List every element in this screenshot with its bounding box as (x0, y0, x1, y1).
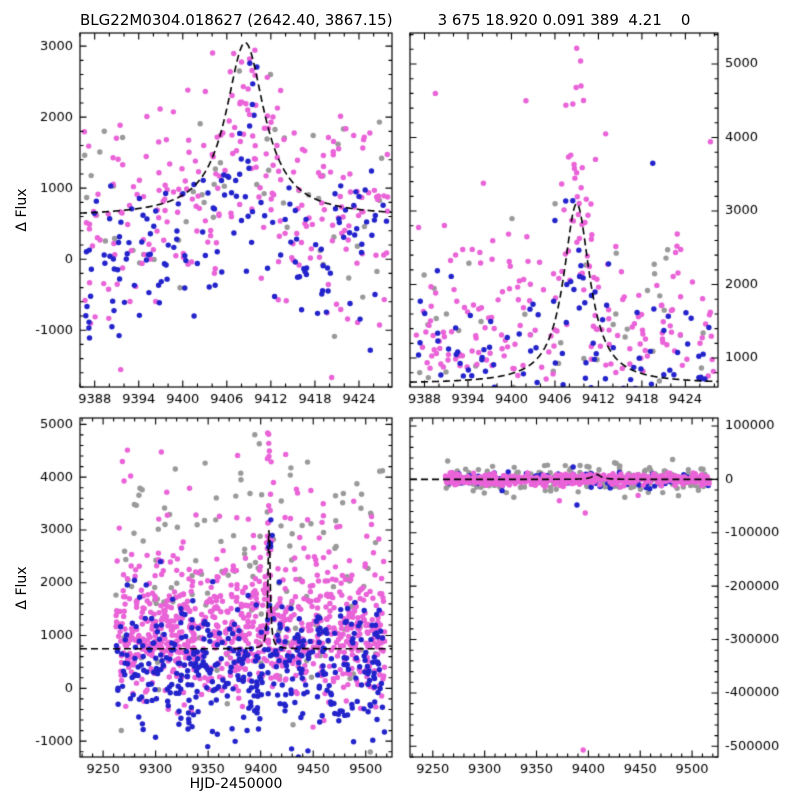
y-axis-label-top: Δ Flux (14, 188, 30, 232)
panel-title-object-id: BLG22M0304.018627 (2642.40, 3867.15) (80, 11, 393, 29)
x-axis-label: HJD-2450000 (189, 776, 283, 792)
y-axis-label-bottom: Δ Flux (14, 566, 30, 610)
panel-title-fit-params: 3 675 18.920 0.091 389 4.21 0 (437, 11, 691, 29)
